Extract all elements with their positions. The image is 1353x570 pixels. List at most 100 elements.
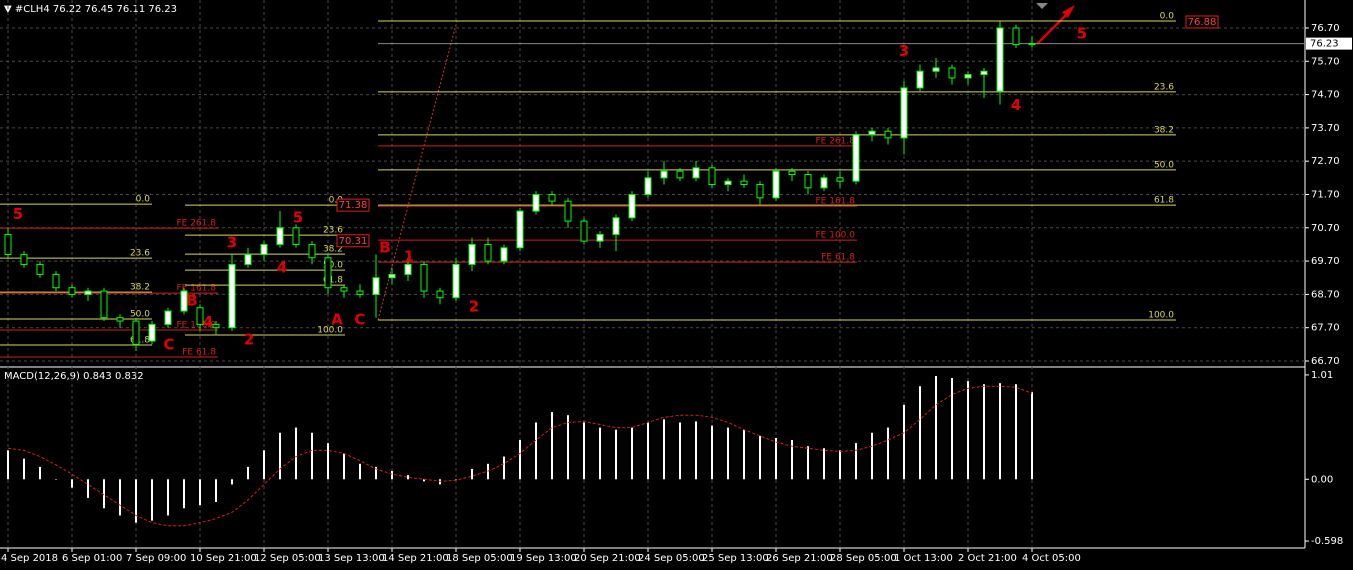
wave-label: 2 (244, 331, 254, 349)
candle-body (484, 243, 492, 262)
candle-body (244, 253, 252, 265)
wave-label: C (354, 311, 365, 329)
wave-label: 5 (13, 205, 23, 223)
macd-bar (695, 421, 697, 480)
macd-bar (903, 404, 905, 480)
price-tag-label: 70.31 (339, 236, 368, 247)
candle-body (980, 70, 988, 76)
macd-bar (311, 432, 313, 480)
candle-body (260, 243, 268, 255)
wave-label: 4 (1011, 96, 1021, 114)
fib-label: 50.0 (323, 261, 343, 271)
macd-bar (119, 479, 121, 516)
fib-label: 0.0 (136, 195, 151, 205)
arrow-head (1062, 5, 1075, 18)
macd-bar (535, 422, 537, 480)
macd-bar (631, 427, 633, 480)
macd-bar (23, 458, 25, 480)
wave-label: 3 (899, 42, 909, 60)
macd-bar (759, 435, 761, 480)
wave-label: 2 (469, 298, 479, 316)
y-tick-label: 71.70 (1311, 189, 1340, 200)
macd-bar (599, 427, 601, 480)
candle-body (900, 87, 908, 139)
macd-bar (999, 383, 1001, 480)
fib-label: 50.0 (1154, 160, 1174, 170)
candle-body (692, 167, 700, 179)
macd-bar (663, 419, 665, 480)
candle-body (564, 200, 572, 222)
candle-body (756, 183, 764, 199)
price-tag-box (1306, 37, 1352, 50)
symbol-header: ▼ #CLH4 76.22 76.45 76.11 76.23 (4, 4, 177, 15)
x-tick-label: 2 Oct 21:00 (958, 553, 1017, 564)
candle-body (292, 227, 300, 245)
price-tag (1185, 15, 1219, 29)
macd-bar (423, 479, 425, 482)
macd-bar (791, 440, 793, 480)
macd-bar (727, 427, 729, 480)
candle-body (196, 307, 204, 325)
macd-bar (295, 427, 297, 480)
wave-label: 4 (203, 313, 213, 331)
x-tick-label: 6 Sep 01:00 (62, 553, 122, 564)
y-tick-label: 73.70 (1311, 123, 1340, 134)
candle-body (916, 70, 924, 89)
fib-label: 50.0 (130, 310, 150, 320)
y-tick-label: 66.70 (1311, 356, 1340, 367)
candle-body (996, 27, 1004, 92)
fib-label: 38.2 (323, 245, 343, 255)
fib-label: 61.8 (1154, 196, 1174, 206)
fib-label: 38.2 (130, 283, 150, 293)
macd-bar (407, 475, 409, 480)
candle-body (868, 130, 876, 136)
candle-body (580, 220, 588, 242)
header-high: 76.45 (85, 4, 114, 15)
macd-bar (471, 468, 473, 480)
candle-body (964, 74, 972, 79)
macd-bar (647, 422, 649, 480)
price-tag (336, 234, 370, 248)
signal-value: 0.832 (115, 371, 144, 382)
wave-label: 4 (277, 258, 287, 276)
candle-body (596, 233, 604, 242)
candle-body (20, 253, 28, 265)
current-price-label: 76.23 (1310, 39, 1339, 50)
fib-label: 61.8 (323, 276, 343, 286)
candle-body (276, 227, 284, 245)
candle-body (468, 243, 476, 265)
x-tick-label: 10 Sep 21:00 (190, 553, 257, 564)
macd-bar (263, 450, 265, 480)
candle-body (500, 247, 508, 262)
candle-body (356, 290, 364, 295)
candle-body (820, 177, 828, 189)
wave-label: C (163, 336, 174, 354)
macd-bar (455, 479, 457, 480)
candle-body (852, 134, 860, 182)
y-tick-label: 74.70 (1311, 90, 1340, 101)
wave-label: 5 (1077, 24, 1087, 42)
macd-bar (327, 443, 329, 480)
fib-label: FE 100.0 (177, 321, 217, 331)
x-tick-label: 4 Sep 2018 (1, 553, 58, 564)
macd-bar (919, 386, 921, 480)
macd-bar (247, 466, 249, 480)
candle-body (436, 290, 444, 299)
x-tick-label: 24 Sep 05:00 (638, 553, 705, 564)
x-tick-label: 19 Sep 13:00 (510, 553, 577, 564)
candle-body (708, 167, 716, 185)
candle-body (804, 174, 812, 189)
header-open: 76.22 (53, 4, 82, 15)
candle-body (324, 257, 332, 289)
candle-body (612, 217, 620, 235)
candle-body (132, 320, 140, 345)
candle-body (1028, 43, 1036, 46)
y-tick-label: 70.70 (1311, 223, 1340, 234)
y-tick-label: 69.70 (1311, 256, 1340, 267)
x-tick-label: 25 Sep 13:00 (702, 553, 769, 564)
macd-bar (55, 479, 57, 480)
macd-bar (807, 446, 809, 480)
candle-body (212, 323, 220, 329)
candle-body (724, 180, 732, 185)
fib-label: FE 100.0 (816, 231, 856, 241)
